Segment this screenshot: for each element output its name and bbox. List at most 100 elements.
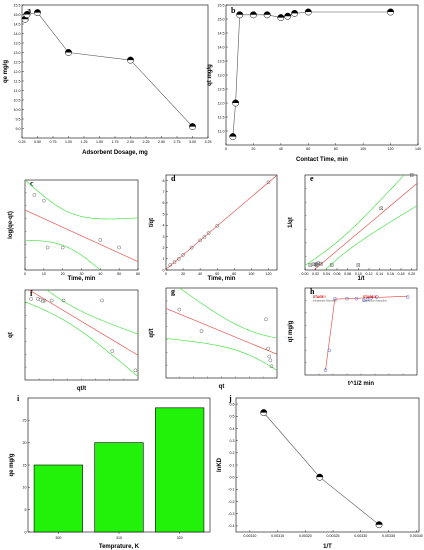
chart-a-ytick-label: 12.0 [14, 70, 21, 74]
chart-h-stage1-fit [325, 298, 336, 371]
chart-f-point [42, 298, 47, 303]
chart-g-upper-confidence-band [178, 288, 277, 339]
chart-d-point [189, 245, 194, 250]
chart-b-xtick-label: 140 [415, 147, 421, 151]
chart-c-xtick-label: 20 [61, 272, 65, 276]
chart-d-ytick-label: 1 [163, 257, 165, 261]
chart-d-point [168, 263, 173, 267]
chart-g-fit-line [166, 308, 277, 355]
chart-j-ytick-label: 0.4 [230, 427, 235, 431]
chart-c-xtick-label: 50 [117, 272, 121, 276]
chart-c-xtick-label: 10 [42, 272, 46, 276]
chart-g-frame [165, 287, 278, 379]
chart-a-ytick-label: 15.5 [14, 3, 21, 7]
chart-h-xlabel: t^1/2 min [348, 381, 375, 387]
chart-g-point [269, 364, 274, 369]
chart-h-stage2-sublabel: Equilibrium Adsorption [363, 300, 387, 303]
chart-e-xtick-label: 0.14 [376, 272, 383, 276]
chart-i-bar [94, 442, 144, 533]
chart-e-point-cross [319, 262, 323, 266]
chart-b-ytick-label: 15.5 [218, 3, 225, 7]
chart-h-point [333, 296, 337, 301]
chart-f-panel-letter: f [30, 289, 33, 298]
chart-b-ylabel: qt mg/g [207, 64, 213, 86]
chart-j-ytick-label: -0.4 [228, 524, 234, 528]
chart-d-ytick-label: 8 [163, 179, 165, 183]
chart-a-ytick-label: 12.5 [14, 60, 21, 64]
chart-h-point [323, 368, 328, 372]
chart-f-fit-line [28, 290, 138, 356]
chart-a: 0.25 0.50 0.75 1.00 1.25 1.50 1.75 2.00 2.25 2.50… [3, 3, 212, 156]
chart-a-panel-letter: a [27, 6, 31, 15]
chart-b-xtick-label: 0 [225, 147, 227, 151]
chart-f-point [29, 297, 33, 301]
chart-c-xtick-label: 0 [24, 272, 26, 276]
chart-f-point [38, 297, 43, 302]
chart-j-ytick-label: -0.2 [228, 500, 234, 504]
chart-b-xlabel: Contact Time, min [296, 157, 348, 163]
chart-b-point-fill [250, 11, 257, 15]
chart-f-lower-confidence-band [25, 301, 138, 377]
chart-c-fit-group [25, 180, 138, 270]
chart-i-ytick-label: 20 [23, 441, 27, 445]
chart-h-stage1-sublabel: Intraparticle Adsorption [313, 300, 338, 303]
chart-d-point [172, 260, 177, 265]
chart-f-point [110, 349, 115, 353]
chart-i-ytick-label: 15 [23, 463, 27, 467]
chart-g-lower-confidence-band [166, 338, 277, 371]
chart-d-xtick-label: 100 [248, 272, 254, 276]
chart-f-fit-group [25, 290, 138, 377]
chart-d-point [176, 256, 181, 261]
chart-b-ytick-label: 12.0 [218, 101, 225, 105]
chart-d-frame [165, 174, 278, 271]
chart-f-point [61, 298, 66, 303]
chart-a-ylabel: qe mg/g [3, 60, 9, 83]
chart-j-ytick-label: -0.1 [228, 488, 234, 492]
chart-d-point [198, 238, 202, 243]
chart-a-point-fill [23, 11, 31, 15]
chart-g-point [266, 346, 270, 351]
chart-b-xtick-label: 120 [388, 147, 394, 151]
chart-b-ytick-label: 15.0 [218, 17, 225, 21]
chart-d-point [266, 180, 271, 185]
chart-a-ytick-label: 10.5 [14, 98, 21, 102]
chart-j-point-fill [260, 409, 267, 413]
chart-b-point [277, 14, 285, 22]
chart-b-ytick-label: 11.0 [218, 129, 225, 133]
chart-e-fit-group [305, 175, 417, 270]
chart-b-ytick-label: 13.0 [218, 73, 225, 77]
chart-j-ytick-label: 0.5 [230, 415, 235, 419]
chart-b-point-fill [387, 8, 394, 12]
chart-b-point-fill [291, 10, 298, 14]
chart-a-ytick-label: 15.0 [14, 13, 21, 17]
chart-e-ylabel: 1/qt [288, 217, 294, 228]
chart-c-point [42, 198, 46, 203]
chart-b-xtick-label: 100 [360, 147, 366, 151]
chart-h-stage1-label: STAGE I [313, 295, 326, 299]
chart-c-xtick-label: 60 [136, 272, 140, 276]
chart-h-ylabel: qt mg/g [288, 320, 294, 342]
chart-e-xtick-label: 0.18 [398, 272, 405, 276]
chart-h-stage2-fit [334, 295, 408, 300]
chart-e-frame [304, 174, 418, 271]
chart-d-ytick-label: 3 [163, 235, 165, 239]
chart-e-point-cross [356, 263, 360, 267]
chart-a-point [23, 11, 31, 18]
chart-c: 0 10 20 30 40 50 60 Time, min log(qe-qt) c [8, 179, 140, 282]
chart-h-point [345, 296, 349, 301]
chart-b-series-line [232, 11, 391, 137]
chart-b-ytick-label: 14.5 [218, 31, 225, 35]
chart-c-point [45, 245, 50, 250]
chart-c-fit-line [25, 209, 138, 262]
chart-h-point [375, 295, 379, 299]
chart-a-xtick-label: 0.50 [34, 140, 41, 144]
chart-e-point [329, 263, 334, 267]
chart-j: 0.00310 0.00315 0.00320 0.00325 0.00330 0.003… [217, 394, 423, 550]
chart-d-ytick-label: 5 [163, 212, 165, 216]
chart-g-point [268, 358, 273, 363]
chart-a-xtick-label: 1.25 [81, 140, 88, 144]
chart-a-xtick-label: 1.75 [112, 140, 119, 144]
chart-a-point-fill [189, 123, 196, 127]
chart-i-ytick-label: 5 [25, 508, 27, 512]
chart-g-ylabel: qt/t [149, 328, 155, 337]
